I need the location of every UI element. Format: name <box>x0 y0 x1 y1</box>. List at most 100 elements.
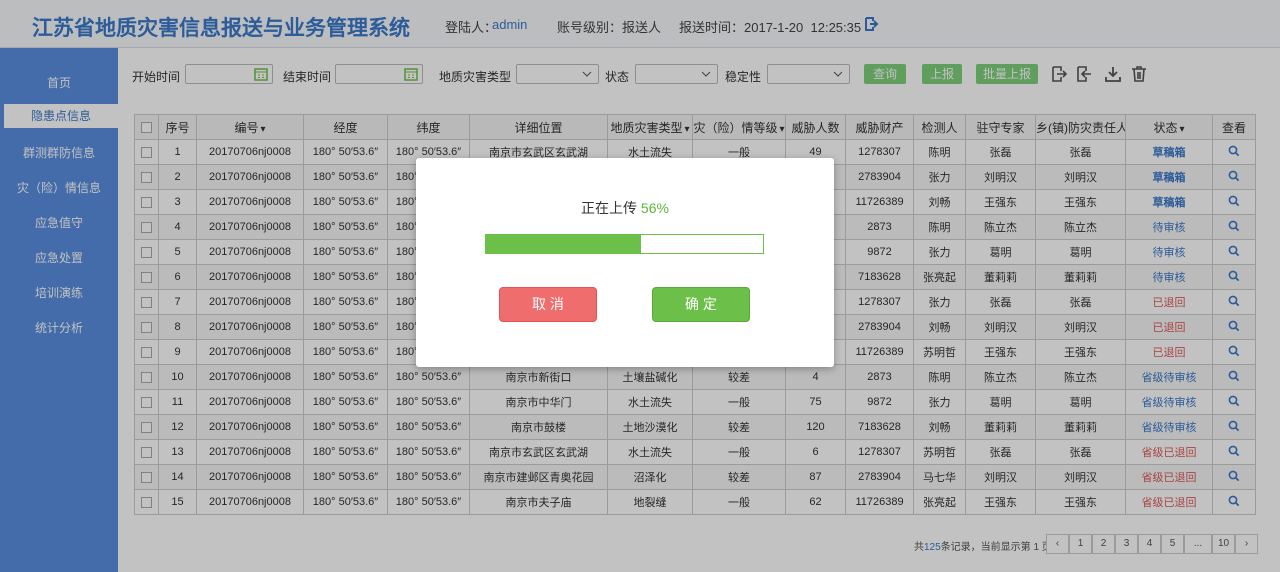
table-cell: 20170706nj0008 <box>196 389 304 415</box>
confirm-button[interactable]: 确 定 <box>652 287 750 322</box>
view-cell[interactable] <box>1212 414 1256 440</box>
report-time: 报送时间：2017-1-20 12:25:35 <box>679 20 862 35</box>
next-page[interactable]: › <box>1235 534 1258 554</box>
date-input[interactable] <box>335 64 423 84</box>
pagination: 共125条记录，当前显示第 1 页 ‹ 1 2 3 4 5... 10 › <box>0 534 1280 556</box>
view-cell[interactable] <box>1212 439 1256 465</box>
table-row: 15 20170706nj0008 180° 50′53.6″ 180° 50′53.… <box>134 489 1256 515</box>
view-cell[interactable] <box>1212 264 1256 290</box>
table-cell: 180° 50′53.6″ <box>303 489 388 515</box>
nav-item[interactable]: 应急值守 <box>34 216 83 230</box>
page-button[interactable]: 3 <box>1115 534 1138 554</box>
view-cell[interactable] <box>1212 364 1256 390</box>
table-cell: 王强东 <box>1035 189 1126 215</box>
checkbox-cell[interactable] <box>134 264 159 290</box>
column-title: 经度 <box>333 120 358 135</box>
table-cell: 62 <box>785 489 846 515</box>
page-button[interactable]: 4 <box>1138 534 1161 554</box>
select[interactable] <box>767 64 850 84</box>
table-cell: 张亮起 <box>913 489 966 515</box>
view-cell[interactable] <box>1212 214 1256 240</box>
view-cell[interactable] <box>1212 289 1256 315</box>
page-button[interactable]: ... <box>1184 534 1212 554</box>
toolbar-icons[interactable] <box>1050 65 1150 83</box>
table-cell: 刘明汉 <box>965 164 1036 190</box>
table-cell[interactable]: 待审核 <box>1125 214 1213 240</box>
table-cell: 陈立杰 <box>965 214 1036 240</box>
table-cell[interactable]: 省级待审核 <box>1125 389 1213 415</box>
table-cell[interactable]: 草稿箱 <box>1125 164 1213 190</box>
view-cell[interactable] <box>1212 339 1256 365</box>
batch-report-button[interactable]: 批量上报 <box>976 64 1038 84</box>
column-header: 驻守专家 <box>965 114 1036 140</box>
checkbox-cell[interactable] <box>134 314 159 340</box>
page-button[interactable]: 5 <box>1161 534 1184 554</box>
table-cell[interactable]: 待审核 <box>1125 239 1213 265</box>
table-cell: 陈立杰 <box>1035 364 1126 390</box>
checkbox-cell[interactable] <box>134 189 159 215</box>
table-cell[interactable]: 省级待审核 <box>1125 414 1213 440</box>
view-cell[interactable] <box>1212 389 1256 415</box>
checkbox-cell[interactable] <box>134 389 159 415</box>
table-cell: 张力 <box>913 289 966 315</box>
checkbox-cell[interactable] <box>134 364 159 390</box>
nav-item[interactable]: 灾（险）情信息 <box>16 181 101 195</box>
table-cell: 180° 50′53.6″ <box>303 464 388 490</box>
table-cell: 南京市夫子庙 <box>469 489 608 515</box>
checkbox-cell[interactable] <box>134 114 159 140</box>
table-cell[interactable]: 草稿箱 <box>1125 139 1213 165</box>
nav-item[interactable]: 首页 <box>46 76 71 90</box>
select[interactable] <box>635 64 718 84</box>
column-header: 纬度 <box>387 114 470 140</box>
table-row: 13 20170706nj0008 180° 50′53.6″ 180° 50′53.… <box>134 439 1256 465</box>
table-cell[interactable]: 待审核 <box>1125 264 1213 290</box>
table-cell[interactable]: 草稿箱 <box>1125 189 1213 215</box>
prev-page[interactable]: ‹ <box>1046 534 1069 554</box>
checkbox-cell[interactable] <box>134 164 159 190</box>
page-button[interactable]: 10 <box>1212 534 1235 554</box>
table-cell: 9 <box>158 339 197 365</box>
nav-item[interactable]: 统计分析 <box>34 321 83 335</box>
table-cell: 葛明 <box>1035 389 1126 415</box>
checkbox-cell[interactable] <box>134 239 159 265</box>
report-button[interactable]: 上报 <box>922 64 962 84</box>
nav-item[interactable]: 隐患点信息 <box>4 104 118 128</box>
view-cell[interactable] <box>1212 489 1256 515</box>
upload-status: 正在上传 56% <box>416 198 834 218</box>
column-title: 灾（险）情等级 <box>694 121 785 135</box>
date-input[interactable] <box>185 64 273 84</box>
checkbox-cell[interactable] <box>134 339 159 365</box>
view-cell[interactable] <box>1212 139 1256 165</box>
record-prefix: 共 <box>914 542 924 553</box>
nav-item[interactable]: 群测群防信息 <box>22 146 95 160</box>
view-cell[interactable] <box>1212 314 1256 340</box>
table-cell: 15 <box>158 489 197 515</box>
table-cell[interactable]: 省级已退回 <box>1125 489 1213 515</box>
table-row: 10 20170706nj0008 180° 50′53.6″ 180° 50′53.… <box>134 364 1256 390</box>
table-cell[interactable]: 省级待审核 <box>1125 364 1213 390</box>
nav-item[interactable]: 应急处置 <box>34 251 83 265</box>
page-button[interactable]: 2 <box>1092 534 1115 554</box>
table-cell: 180° 50′53.6″ <box>387 489 470 515</box>
checkbox-cell[interactable] <box>134 139 159 165</box>
query-button[interactable]: 查询 <box>864 64 906 84</box>
nav-item[interactable]: 培训演练 <box>34 286 83 300</box>
table-cell: 王强东 <box>965 489 1036 515</box>
logout-icon[interactable] <box>864 16 880 32</box>
table-cell: 王强东 <box>1035 339 1126 365</box>
cancel-button[interactable]: 取 消 <box>499 287 597 322</box>
select[interactable] <box>516 64 599 84</box>
page-button[interactable]: 1 <box>1069 534 1092 554</box>
user-name[interactable]: admin <box>492 17 528 32</box>
column-header: 详细位置 <box>469 114 608 140</box>
view-cell[interactable] <box>1212 464 1256 490</box>
checkbox-cell[interactable] <box>134 489 159 515</box>
table-cell[interactable]: 已退回 <box>1125 289 1213 315</box>
table-cell: 刘畅 <box>913 414 966 440</box>
view-cell[interactable] <box>1212 239 1256 265</box>
table-cell: 2783904 <box>845 164 914 190</box>
checkbox-cell[interactable] <box>134 214 159 240</box>
table-cell: 20170706nj0008 <box>196 489 304 515</box>
view-cell[interactable] <box>1212 164 1256 190</box>
app-title: 江苏省地质灾害信息报送与业务管理系统 <box>32 17 410 40</box>
